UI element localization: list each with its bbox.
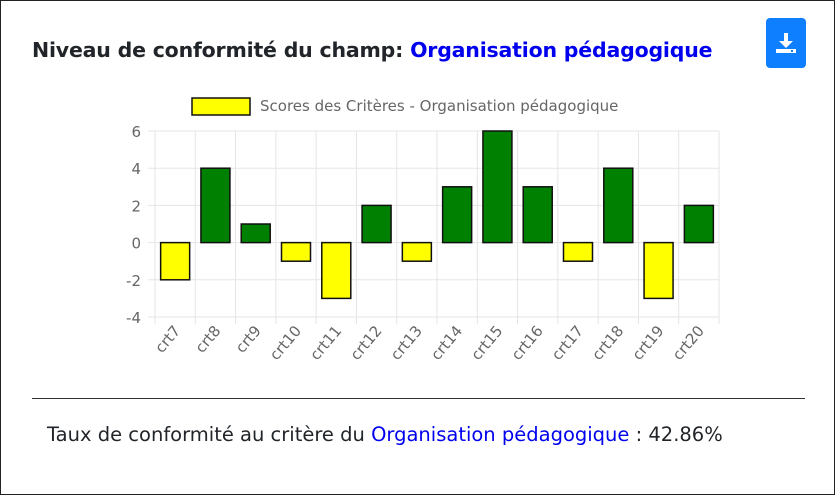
y-tick-label: -2	[126, 272, 141, 290]
bar-crt13	[401, 241, 433, 262]
download-icon	[776, 33, 796, 53]
rate-value: 42.86%	[648, 423, 723, 446]
x-tick-label: crt10	[266, 322, 305, 364]
legend-swatch	[191, 97, 251, 116]
bar-crt14	[441, 186, 473, 244]
y-tick-label: 0	[131, 235, 141, 253]
y-tick-label: 4	[131, 160, 141, 178]
conformity-rate: Taux de conformité au critère du Organis…	[47, 423, 723, 446]
bar-crt8	[200, 167, 231, 244]
x-tick-label: crt16	[508, 322, 547, 364]
bar-crt15	[482, 130, 513, 244]
chart-svg: Scores des Critères - Organisation pédag…	[126, 97, 720, 364]
rate-field-link[interactable]: Organisation pédagogique	[371, 423, 630, 446]
bar-crt17	[562, 241, 594, 262]
bar-crt9	[240, 223, 271, 244]
bar-crt7	[159, 241, 191, 281]
download-button[interactable]	[766, 18, 806, 68]
x-tick-label: crt7	[151, 322, 184, 356]
x-tick-label: crt13	[387, 322, 426, 364]
bar-crt16	[522, 186, 553, 244]
x-tick-label: crt9	[232, 322, 265, 356]
x-tick-label: crt8	[192, 322, 225, 356]
title-field-name: Organisation pédagogique	[410, 38, 713, 62]
x-tick-label: crt20	[669, 322, 708, 364]
rate-separator: :	[635, 423, 643, 446]
x-tick-label: crt11	[306, 322, 345, 364]
bar-chart: Scores des Critères - Organisation pédag…	[1, 81, 835, 391]
x-tick-label: crt14	[427, 322, 466, 364]
bar-crt18	[603, 167, 634, 244]
legend-label: Scores des Critères - Organisation pédag…	[260, 97, 618, 115]
card-title: Niveau de conformité du champ: Organisat…	[32, 38, 713, 62]
y-tick-label: 6	[131, 123, 141, 141]
x-tick-label: crt17	[548, 322, 587, 364]
bar-crt19	[643, 241, 674, 300]
x-tick-label: crt18	[588, 322, 627, 364]
y-tick-label: -4	[126, 309, 141, 327]
bar-crt12	[361, 204, 392, 244]
bar-crt20	[683, 204, 715, 244]
y-tick-label: 2	[131, 197, 141, 215]
bar-crt10	[280, 241, 312, 262]
title-prefix: Niveau de conformité du champ:	[32, 38, 404, 62]
x-tick-label: crt15	[467, 322, 506, 364]
x-tick-label: crt19	[629, 322, 668, 364]
bar-crt11	[321, 241, 352, 300]
rate-prefix: Taux de conformité au critère du	[47, 423, 365, 446]
divider	[32, 398, 805, 399]
x-tick-label: crt12	[347, 322, 386, 364]
